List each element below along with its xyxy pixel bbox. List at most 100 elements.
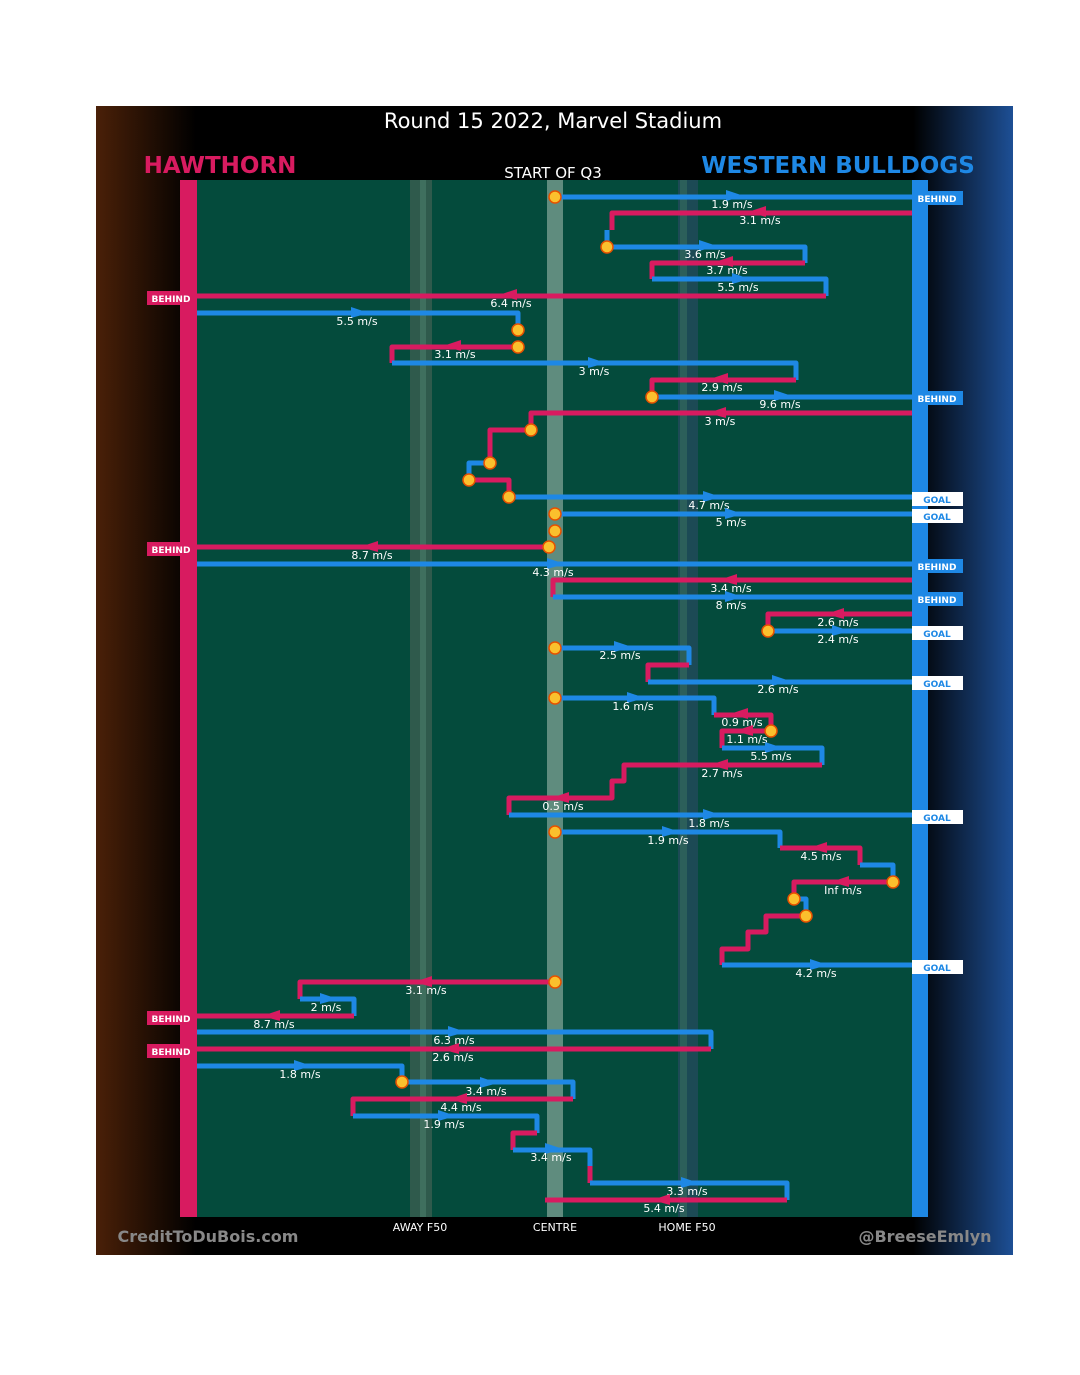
possession-change: [886, 875, 900, 889]
direction-arrow: [772, 675, 790, 686]
outcome-label: GOAL: [923, 496, 951, 506]
outcome-tag: [912, 626, 963, 640]
ball-movement: [719, 728, 771, 748]
period: START OF Q3: [504, 164, 602, 182]
speed-label: 2.9 m/s: [701, 381, 742, 394]
direction-arrow: [832, 625, 850, 636]
possession-change: [542, 540, 556, 554]
direction-arrow: [730, 708, 748, 719]
speed-label: 2.4 m/s: [817, 633, 858, 646]
zone-label: HOME F50: [658, 1221, 715, 1234]
direction-arrow: [732, 273, 750, 284]
home-goal-line: [180, 180, 197, 1217]
direction-arrow: [320, 993, 338, 1004]
possession-change: [787, 892, 801, 906]
possession-change: [502, 490, 516, 504]
zone-label: AWAY F50: [393, 1221, 447, 1234]
ball-movement: [300, 996, 357, 1016]
outcome-label: GOAL: [923, 814, 951, 824]
ball-movement: [780, 845, 863, 865]
direction-arrow: [681, 1177, 699, 1188]
speed-label: 1.1 m/s: [726, 733, 767, 746]
outcome-label: GOAL: [923, 680, 951, 690]
speed-label: 0.5 m/s: [542, 800, 583, 813]
outcome-tag: [147, 542, 195, 556]
outcome-tag: [912, 592, 963, 606]
speed-label: 8.7 m/s: [351, 549, 392, 562]
speed-label: 1.9 m/s: [423, 1118, 464, 1131]
direction-arrow: [703, 809, 721, 820]
direction-arrow: [703, 491, 721, 502]
direction-arrow: [725, 591, 743, 602]
outcome-tag: [912, 559, 963, 573]
possession-change: [548, 190, 562, 204]
speed-label: 3 m/s: [579, 365, 610, 378]
speed-label: 3.3 m/s: [666, 1185, 707, 1198]
away-team: WESTERN BULLDOGS: [701, 153, 975, 179]
ball-movement: [555, 695, 717, 715]
ball-movement: [197, 1029, 714, 1049]
ball-movement: [513, 1147, 593, 1166]
direction-arrow: [614, 641, 632, 652]
possession-change: [548, 524, 562, 538]
possession-change: [761, 624, 775, 638]
speed-label: 6.3 m/s: [433, 1034, 474, 1047]
speed-label: 2.5 m/s: [599, 649, 640, 662]
direction-arrow: [441, 1043, 459, 1054]
direction-arrow: [449, 1093, 467, 1104]
outcome-label: BEHIND: [918, 563, 957, 573]
speed-label: 1.9 m/s: [647, 834, 688, 847]
away-f50-line: [420, 180, 426, 1217]
ball-movement: [392, 360, 799, 380]
direction-arrow: [294, 1060, 312, 1071]
direction-arrow: [774, 390, 792, 401]
credit: CreditToDuBois.com: [118, 1227, 299, 1246]
outcome-tag: [912, 191, 963, 205]
possession-change: [395, 1075, 409, 1089]
possession-change: [511, 340, 525, 354]
outcome-tag: [147, 1011, 195, 1025]
speed-label: 4.2 m/s: [795, 967, 836, 980]
outcome-tag: [147, 1044, 195, 1058]
outcome-label: BEHIND: [918, 195, 957, 205]
speed-label: 1.8 m/s: [279, 1068, 320, 1081]
direction-arrow: [699, 240, 717, 251]
outcome-label: BEHIND: [152, 546, 191, 556]
direction-arrow: [726, 190, 744, 201]
home-team: HAWTHORN: [144, 153, 297, 179]
direction-arrow: [652, 1194, 670, 1205]
ball-movement: [506, 762, 822, 815]
outcome-tag: [912, 492, 963, 506]
direction-arrow: [351, 307, 369, 318]
direction-arrow: [414, 976, 432, 987]
outcome-tag: [912, 391, 963, 405]
direction-arrow: [810, 959, 828, 970]
speed-label: 1.9 m/s: [711, 198, 752, 211]
direction-arrow: [662, 826, 680, 837]
direction-arrow: [735, 725, 753, 736]
possession-change: [764, 724, 778, 738]
direction-arrow: [545, 1143, 563, 1154]
speed-label: 2 m/s: [311, 1001, 342, 1014]
speed-label: 5.5 m/s: [336, 315, 377, 328]
speed-label: 3.4 m/s: [465, 1085, 506, 1098]
direction-arrow: [719, 574, 737, 585]
speed-label: 2.7 m/s: [701, 767, 742, 780]
speed-label: 5.4 m/s: [643, 1202, 684, 1215]
ball-movement: [550, 577, 912, 597]
possession-change: [645, 390, 659, 404]
direction-arrow: [448, 1026, 466, 1037]
outcome-tag: [912, 676, 963, 690]
away-goal-line: [912, 180, 928, 1217]
speed-label: 4.3 m/s: [532, 566, 573, 579]
ball-movement: [652, 276, 829, 296]
possession-change: [799, 909, 813, 923]
outcome-label: BEHIND: [152, 295, 191, 305]
direction-arrow: [715, 256, 733, 267]
speed-label: 0.9 m/s: [721, 716, 762, 729]
possession-change: [548, 691, 562, 705]
outcome-label: GOAL: [923, 513, 951, 523]
ball-movement: [350, 1096, 573, 1116]
outcome-label: BEHIND: [152, 1048, 191, 1058]
